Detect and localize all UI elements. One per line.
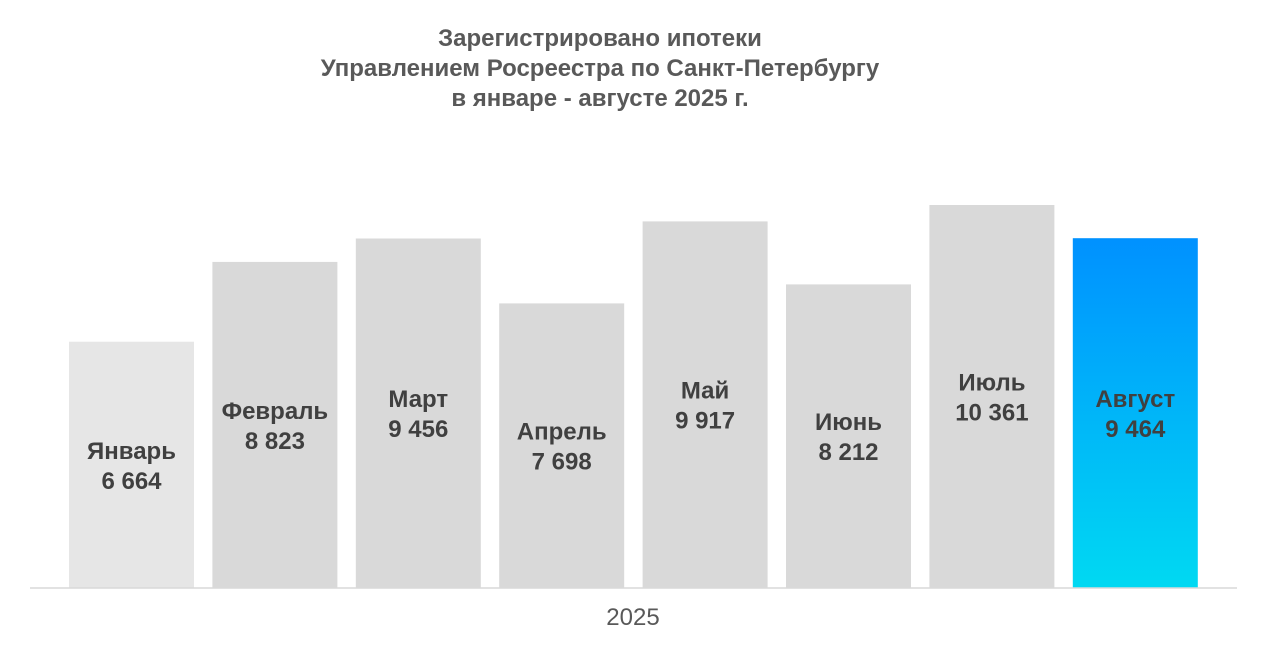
bar-category-label: Март [388,386,448,413]
bar-7 [929,205,1055,588]
bar-4 [499,303,625,588]
bar-category-label: Июнь [815,409,882,436]
bar-category-label: Январь [87,438,176,465]
bar-value-label: 10 361 [955,400,1028,427]
x-axis-label: 2025 [606,604,660,631]
bar-category-label: Апрель [517,419,607,446]
bar-category-label: Февраль [222,398,329,425]
chart-title-line: Управлением Росреестра по Санкт-Петербур… [320,55,880,82]
bar-category-label: Август [1095,386,1175,413]
bar-value-label: 9 456 [388,416,448,443]
bars-group: Январь 6 664 Февраль 8 823 Март 9 456 Апрель 7 … [69,205,1198,588]
chart-title: Зарегистрировано ипотеки Управлением Рос… [0,24,1200,114]
bar-value-label: 9 917 [675,408,735,435]
bar-1 [69,341,194,588]
bar-value-label: 6 664 [101,468,162,495]
chart-title-line: Зарегистрировано ипотеки [438,25,762,52]
bar-8 [1072,238,1198,588]
bar-category-label: Июль [958,370,1025,397]
bar-category-label: Май [681,378,729,405]
chart-title-line: в январе - августе 2025 г. [451,85,749,112]
bar-5 [642,221,768,588]
bar-6 [786,284,911,588]
bar-2 [212,261,338,588]
bar-3 [355,238,481,588]
bar-value-label: 9 464 [1105,416,1166,443]
bar-value-label: 8 823 [245,428,305,455]
bar-value-label: 7 698 [532,449,592,476]
bar-value-label: 8 212 [818,439,878,466]
